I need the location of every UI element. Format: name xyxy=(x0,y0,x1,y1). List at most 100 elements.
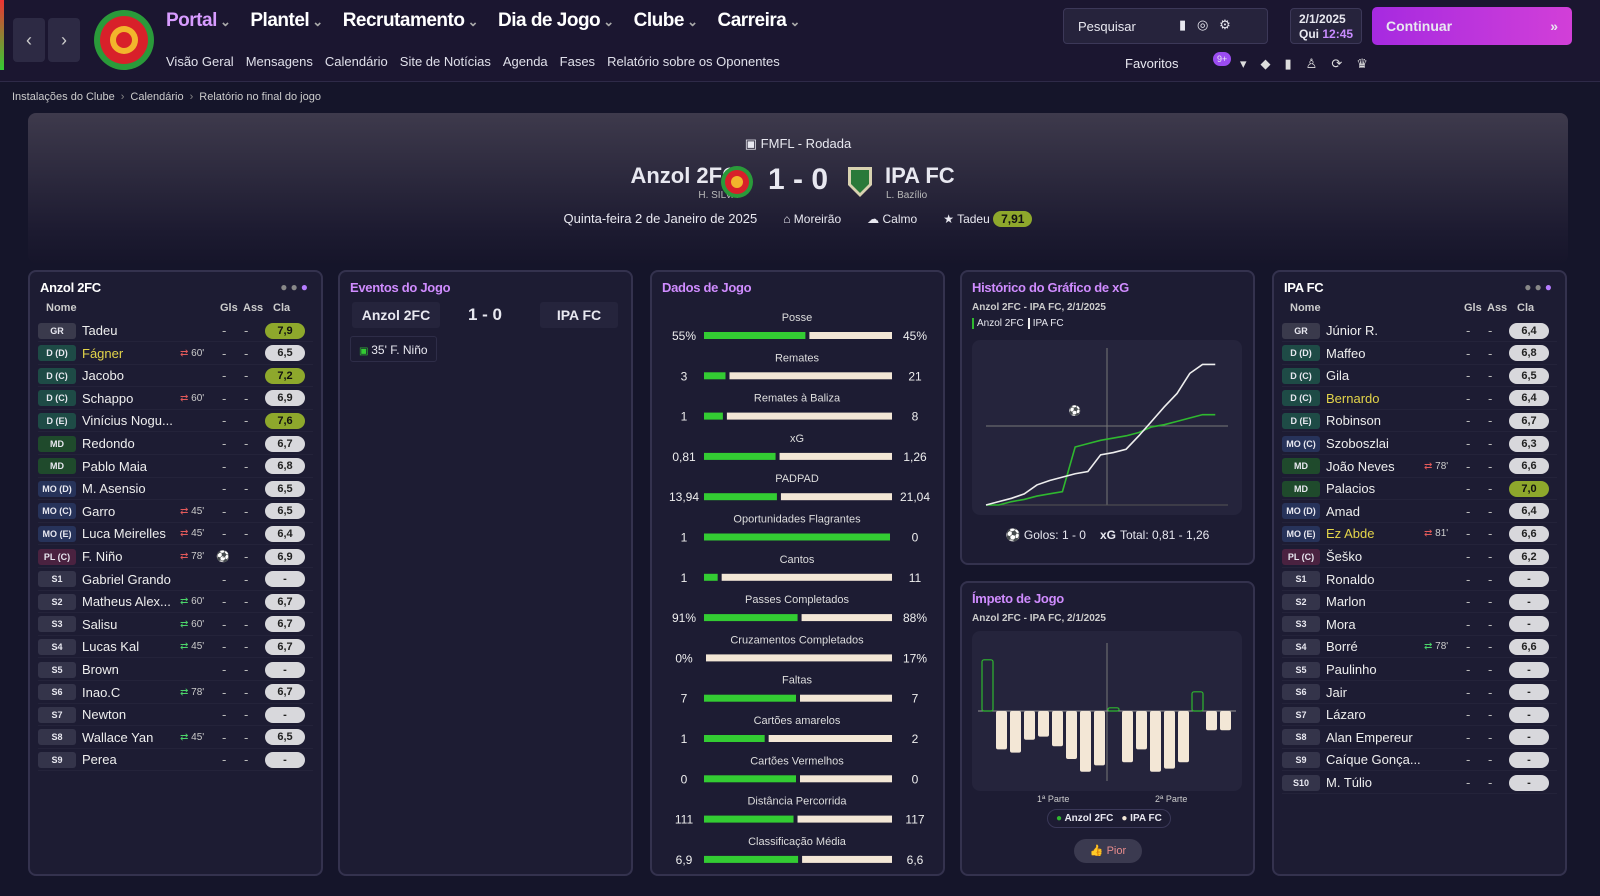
player-row[interactable]: S6 Inao.C ⇄ 78' - -6,7 xyxy=(38,682,313,704)
submenu-item[interactable]: Mensagens xyxy=(245,54,313,69)
goals: - xyxy=(1466,390,1471,406)
panel-title: Histórico do Gráfico de xG xyxy=(972,280,1129,295)
player-row[interactable]: S5 Brown - - - xyxy=(38,659,313,681)
stat-name: Cruzamentos Completados xyxy=(730,634,864,646)
player-row[interactable]: S7 Newton - - - xyxy=(38,704,313,727)
player-row[interactable]: GR Júnior R. - - 6,4 xyxy=(1282,320,1557,342)
submenu-item[interactable]: Relatório sobre os Oponentes xyxy=(607,54,780,69)
menu-item[interactable]: Carreira xyxy=(717,10,799,32)
substitution: ⇄ 78' xyxy=(1424,641,1464,652)
sub-icon: ⇄ xyxy=(180,551,192,562)
submenu-item[interactable]: Visão Geral xyxy=(166,54,234,69)
icon[interactable]: ▾◆▮♙⟳♛ xyxy=(1240,56,1382,71)
stat-bar-home xyxy=(704,573,718,581)
player-name: Borré xyxy=(1326,639,1358,655)
submenu-item[interactable]: Calendário xyxy=(324,54,388,69)
player-row[interactable]: S9 Caíque Gonça... - - - xyxy=(1282,749,1557,772)
rating: 6,8 xyxy=(265,458,305,475)
goals: - xyxy=(1466,684,1471,700)
menu-item[interactable]: Portal xyxy=(166,10,230,32)
player-row[interactable]: S3 Salisu ⇄ 60' - -6,7 xyxy=(38,614,313,636)
events-panel: Eventos do Jogo Anzol 2FC 1 - 0 IPA FC ▣ 35'… xyxy=(338,270,633,876)
rating: 6,7 xyxy=(1509,412,1549,429)
player-row[interactable]: S5 Paulinho - - - xyxy=(1282,659,1557,681)
player-row[interactable]: S1 Gabriel Grando - - - xyxy=(38,569,313,591)
player-row[interactable]: S2 Marlon - - - xyxy=(1282,591,1557,614)
breadcrumb-item[interactable]: Calendário xyxy=(130,91,184,103)
player-name: Tadeu xyxy=(957,211,990,226)
club-logo[interactable] xyxy=(92,8,156,72)
player-row[interactable]: S8 Wallace Yan ⇄ 45' - -6,5 xyxy=(38,727,313,749)
player-row[interactable]: MO (C) Szoboszlai - - 6,3 xyxy=(1282,433,1557,455)
player-row[interactable]: D (C) Bernardo - -6,4 xyxy=(1282,388,1557,410)
weekday: Qui xyxy=(1299,27,1319,41)
player-name: Jair xyxy=(1326,684,1347,700)
goals: - xyxy=(222,458,227,474)
player-row[interactable]: D (D) Fágner ⇄ 60' - -6,5 xyxy=(38,343,313,365)
assists: - xyxy=(1488,549,1493,564)
menu-item[interactable]: Plantel xyxy=(250,10,322,32)
rating: 6,5 xyxy=(1509,367,1549,384)
player-row[interactable]: D (C) Gila - -6,5 xyxy=(1282,365,1557,388)
player-row[interactable]: D (D) Maffeo - -6,8 xyxy=(1282,343,1557,365)
player-row[interactable]: S8 Alan Empereur - - - xyxy=(1282,727,1557,749)
menu-item[interactable]: Clube xyxy=(634,10,698,32)
sub-minute: 78' xyxy=(191,686,205,698)
player-row[interactable]: S7 Lázaro - - - xyxy=(1282,704,1557,727)
match-info: Quinta-feira 2 de Janeiro de 2025 ⌂ More… xyxy=(28,210,1568,227)
player-row[interactable]: MO (D) M. Asensio - -6,5 xyxy=(38,478,313,501)
breadcrumb-item[interactable]: Instalações do Clube xyxy=(12,91,115,103)
search-button[interactable]: Pesquisar xyxy=(1078,19,1136,34)
goals: - xyxy=(222,323,227,338)
player-row[interactable]: D (C) Schappo ⇄ 60' - -6,9 xyxy=(38,388,313,410)
player-name: Marlon xyxy=(1326,594,1366,610)
player-row[interactable]: MD Pablo Maia - -6,8 xyxy=(38,456,313,478)
goals: - xyxy=(222,684,227,700)
player-row[interactable]: D (E) Robinson - -6,7 xyxy=(1282,410,1557,433)
player-row[interactable]: S4 Lucas Kal ⇄ 45' - -6,7 xyxy=(38,636,313,659)
submenu-item[interactable]: Site de Notícias xyxy=(399,54,491,69)
back-button[interactable]: ‹ xyxy=(13,18,45,62)
forward-button[interactable]: › xyxy=(48,18,80,62)
player-row[interactable]: MO (D) Amad - -6,4 xyxy=(1282,501,1557,523)
rating: 6,4 xyxy=(1509,503,1549,520)
away-team[interactable]: IPA FC xyxy=(885,163,955,188)
menu-item[interactable]: Recrutamento xyxy=(343,10,478,32)
icon[interactable]: ▮ ◎ ⚙ xyxy=(1179,17,1231,32)
stat-away: 2 xyxy=(912,732,919,746)
player-row[interactable]: PL (C) F. Niño ⇄ 78' ⚽ - -6,9 xyxy=(38,546,313,568)
event[interactable]: ▣ 35' F. Niño xyxy=(350,336,437,362)
player-row[interactable]: GR Tadeu - - 7,9 xyxy=(38,320,313,342)
worse-button[interactable]: 👍 Pior xyxy=(1074,839,1142,863)
player-row[interactable]: S2 Matheus Alex... ⇄ 60' - -6,7 xyxy=(38,591,313,614)
favorites[interactable]: Favoritos xyxy=(1125,56,1179,71)
player-row[interactable]: S9 Perea - - - xyxy=(38,749,313,772)
player-row[interactable]: MD João Neves ⇄ 78' - -6,6 xyxy=(1282,456,1557,478)
player-row[interactable]: MD Palacios - -7,0 xyxy=(1282,478,1557,501)
player-row[interactable]: S1 Ronaldo - - - xyxy=(1282,569,1557,591)
player-row[interactable]: MD Redondo - - 6,7 xyxy=(38,433,313,455)
player-row[interactable]: MO (E) Ez Abde ⇄ 81' - -6,6 xyxy=(1282,523,1557,546)
player-row[interactable]: PL (C) Šeško - - 6,2 xyxy=(1282,546,1557,568)
stat-name: Oportunidades Flagrantes xyxy=(733,514,861,526)
home-team[interactable]: Anzol 2FC xyxy=(630,163,738,188)
submenu-item[interactable]: Fases xyxy=(559,54,596,69)
player-row[interactable]: MO (C) Garro ⇄ 45' - -6,5 xyxy=(38,501,313,523)
substitution: ⇄ 60' xyxy=(180,596,220,607)
player-row[interactable]: S6 Jair - - - xyxy=(1282,682,1557,704)
player-row[interactable]: S10 M. Túlio - - - xyxy=(1282,772,1557,794)
player-row[interactable]: S4 Borré ⇄ 78' - -6,6 xyxy=(1282,636,1557,659)
player-row[interactable]: D (C) Jacobo - -7,2 xyxy=(38,365,313,388)
player-row[interactable]: MO (E) Luca Meirelles ⇄ 45' - -6,4 xyxy=(38,523,313,546)
continue-button[interactable]: Continuar » xyxy=(1372,7,1572,45)
player-name: Bernardo xyxy=(1326,390,1380,406)
date-box: 2/1/2025 Qui 12:45 xyxy=(1290,8,1362,44)
menu-item[interactable]: Dia de Jogo xyxy=(498,10,614,32)
momentum-bar xyxy=(1038,711,1049,737)
player-row[interactable]: D (E) Vinícius Nogu... - -7,6 xyxy=(38,410,313,433)
goals: - xyxy=(222,503,227,519)
submenu-item[interactable]: Agenda xyxy=(502,54,548,69)
breadcrumb-item[interactable]: Relatório no final do jogo xyxy=(199,91,321,103)
player-row[interactable]: S3 Mora - - - xyxy=(1282,614,1557,636)
legend-item: IPA FC xyxy=(1027,318,1064,329)
